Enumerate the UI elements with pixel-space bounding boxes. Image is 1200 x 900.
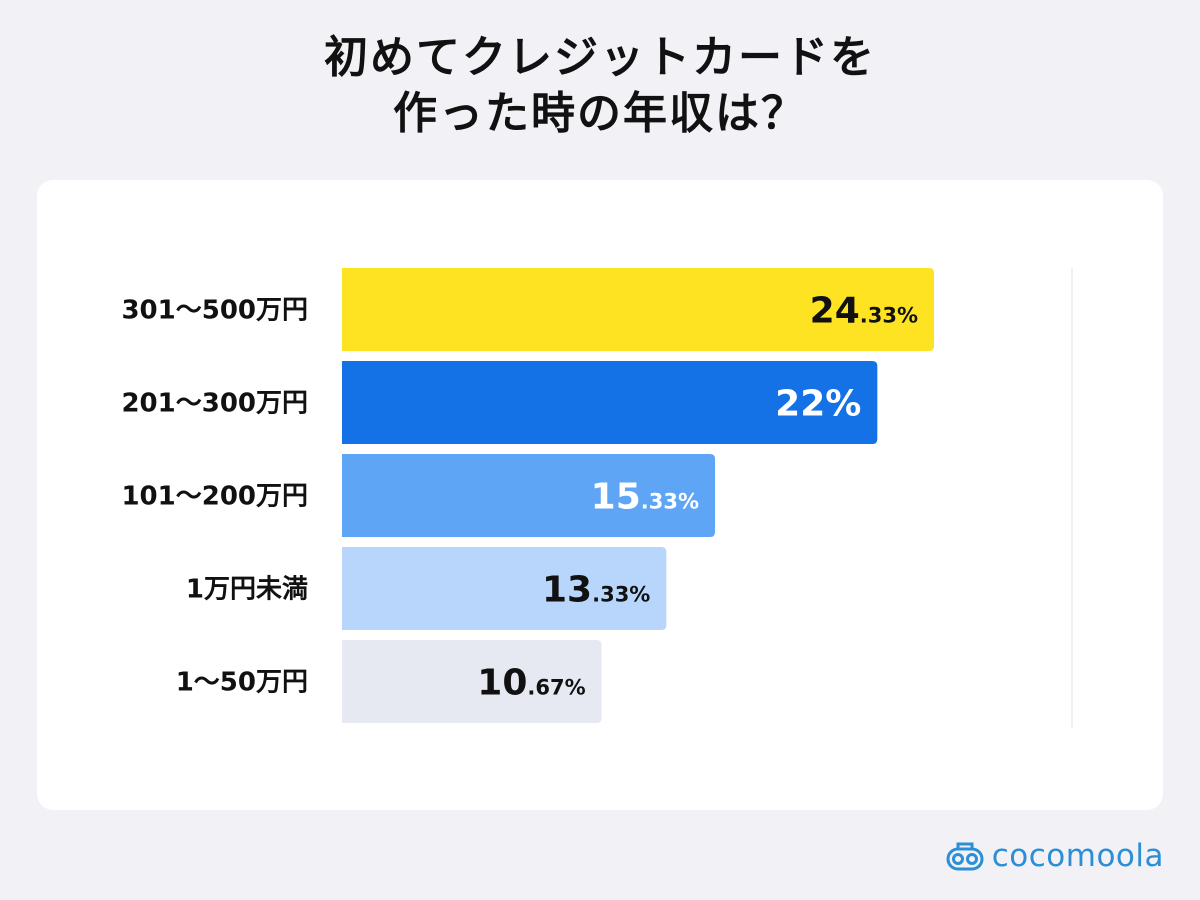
value-label-frac-4: .33% bbox=[592, 583, 650, 607]
title-line-2: 作った時の年収は？ bbox=[393, 88, 807, 139]
bar-2 bbox=[342, 361, 878, 444]
bar-4 bbox=[342, 547, 667, 630]
bar-3 bbox=[342, 454, 716, 537]
value-label-main-1: 24 bbox=[810, 291, 860, 332]
value-label-4: 13.33% bbox=[542, 570, 650, 611]
value-label-main-3: 15 bbox=[591, 477, 641, 518]
value-label-main-5: 10 bbox=[477, 663, 527, 704]
value-label-5: 10.67% bbox=[477, 663, 585, 704]
category-label-1: 301〜500万円 bbox=[121, 296, 308, 326]
chart-title: 初めてクレジットカードを 作った時の年収は？ bbox=[0, 30, 1200, 142]
category-label-4: 1万円未満 bbox=[186, 575, 308, 605]
value-label-main-2: 22% bbox=[775, 384, 861, 425]
category-label-5: 1〜50万円 bbox=[176, 668, 308, 698]
chart-card: 301〜500万円 24.33% 201〜300万円 22% 101〜200万円 15.3… bbox=[37, 180, 1163, 810]
title-line-1: 初めてクレジットカードを bbox=[324, 32, 876, 83]
value-label-main-4: 13 bbox=[542, 570, 592, 611]
value-label-3: 15.33% bbox=[591, 477, 699, 518]
brand-logo: cocomoola bbox=[946, 838, 1164, 874]
brand-name: cocomoola bbox=[991, 838, 1164, 874]
bar-5 bbox=[342, 640, 602, 723]
bar-1 bbox=[342, 268, 935, 351]
cocomoola-logo-icon bbox=[946, 842, 984, 871]
category-label-2: 201〜300万円 bbox=[121, 389, 308, 419]
bar-chart: 301〜500万円 24.33%201〜300万円 22%101〜200万円 15.3… bbox=[121, 268, 1073, 728]
value-label-frac-1: .33% bbox=[860, 304, 918, 328]
value-label-2: 22% bbox=[775, 384, 861, 425]
category-label-3: 101〜200万円 bbox=[121, 482, 308, 512]
value-label-1: 24.33% bbox=[810, 291, 918, 332]
value-label-frac-3: .33% bbox=[641, 490, 699, 514]
value-label-frac-5: .67% bbox=[527, 676, 585, 700]
